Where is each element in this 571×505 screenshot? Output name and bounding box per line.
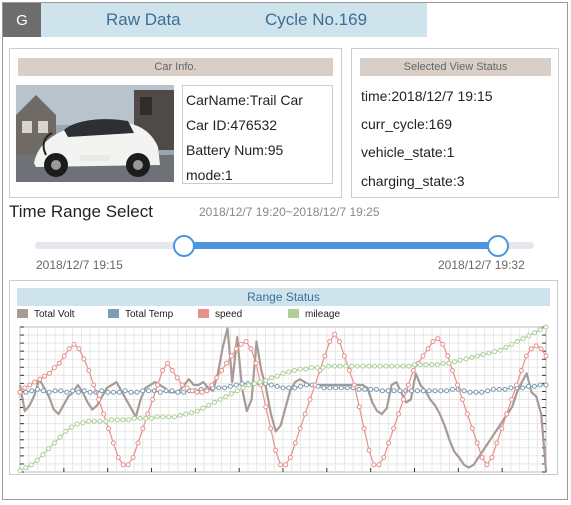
range-status-title: Range Status — [17, 288, 550, 306]
battery-num: Battery Num:95 — [186, 142, 284, 158]
status-curr-cycle: curr_cycle:169 — [361, 116, 453, 132]
status-vehicle-state: vehicle_state:1 — [361, 144, 455, 160]
time-range-text: 2018/12/7 19:20~2018/12/7 19:25 — [199, 205, 380, 219]
legend-swatch — [288, 309, 299, 318]
legend-swatch — [198, 309, 209, 318]
car-name: CarName:Trail Car — [186, 92, 303, 108]
legend-speed[interactable]: speed — [198, 309, 242, 320]
range-status-panel — [9, 280, 558, 475]
slider-end-handle[interactable] — [487, 235, 509, 257]
time-range-selection[interactable] — [184, 242, 498, 249]
status-panel-title: Selected View Status — [360, 58, 551, 76]
header-bar: G Raw Data Cycle No.169 — [3, 3, 427, 37]
range-start-label: 2018/12/7 19:15 — [36, 258, 123, 272]
legend-swatch — [17, 309, 28, 318]
status-charging-state: charging_state:3 — [361, 173, 465, 189]
app-badge[interactable]: G — [3, 3, 41, 37]
car-id: Car ID:476532 — [186, 117, 278, 133]
car-mode: mode:1 — [186, 167, 233, 183]
time-range-title: Time Range Select — [9, 202, 153, 221]
car-info-title: Car Info. — [18, 58, 333, 76]
legend-total-volt[interactable]: Total Volt — [17, 309, 75, 320]
legend-total-temp[interactable]: Total Temp — [108, 309, 173, 320]
car-info-list: CarName:Trail Car Car ID:476532 Battery … — [182, 85, 333, 184]
slider-start-handle[interactable] — [173, 235, 195, 257]
page-title: Raw Data — [106, 10, 181, 29]
cycle-number: Cycle No.169 — [265, 10, 368, 29]
legend-mileage[interactable]: mileage — [288, 309, 340, 320]
range-end-label: 2018/12/7 19:32 — [438, 258, 525, 272]
legend-swatch — [108, 309, 119, 318]
status-time: time:2018/12/7 19:15 — [361, 88, 493, 104]
electric-car-photo — [16, 85, 174, 182]
